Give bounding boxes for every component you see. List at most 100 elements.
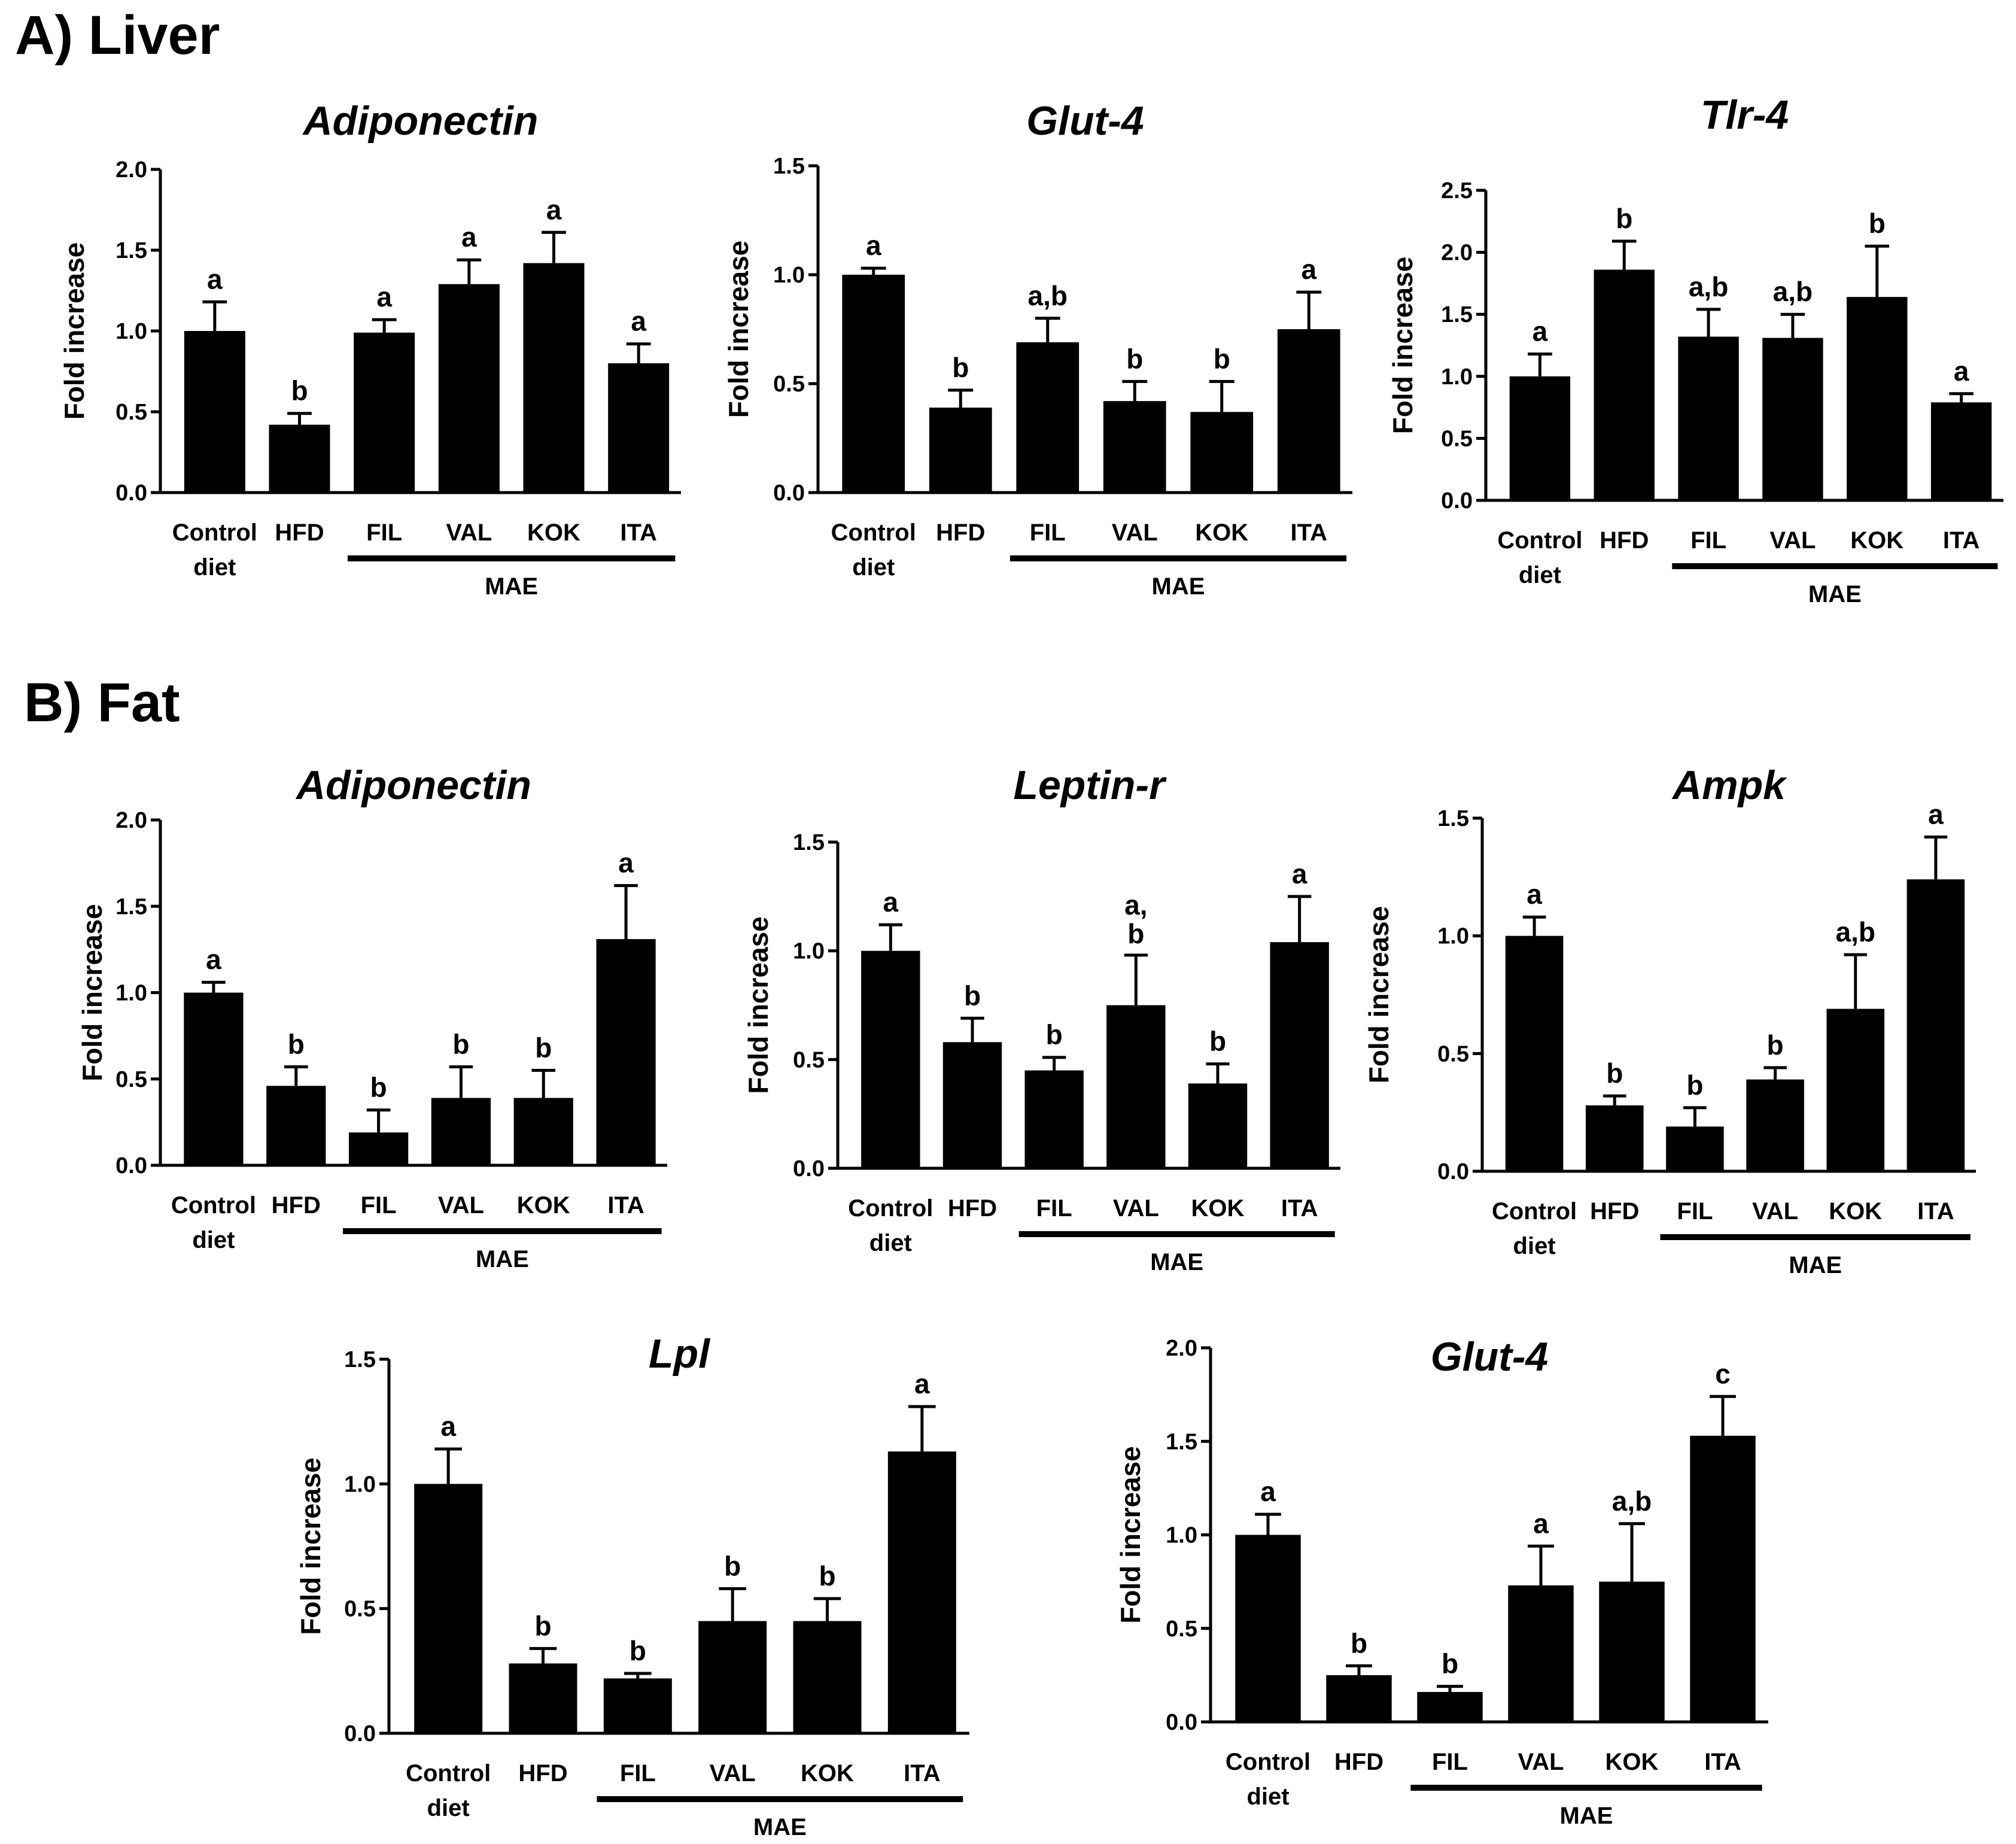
category-label: Control diet bbox=[1226, 1749, 1310, 1810]
significance-label: a bbox=[1928, 798, 1944, 830]
bar bbox=[523, 263, 585, 493]
significance-line: b bbox=[819, 1560, 835, 1591]
y-tick-label: 0.0 bbox=[1437, 1159, 1469, 1184]
significance-line: a bbox=[883, 886, 899, 918]
panel-label-liver: A) Liver bbox=[15, 5, 220, 66]
category-label: ITA bbox=[607, 1192, 644, 1219]
significance-label: b bbox=[1606, 1058, 1623, 1089]
chart-title: Glut-4 bbox=[1431, 1334, 1548, 1380]
category-label: ITA bbox=[620, 520, 656, 546]
bar bbox=[184, 331, 245, 493]
category-line: Control bbox=[848, 1195, 933, 1222]
significance-label: b bbox=[1767, 1029, 1784, 1061]
significance-label: a bbox=[618, 847, 634, 879]
panel-label-fat: B) Fat bbox=[24, 672, 180, 733]
charts-container: Adiponectin Fold increase 0.0 0.5 1.0 1.5 2.0 a… bbox=[59, 92, 2003, 1840]
bar bbox=[1906, 879, 1965, 1171]
category-label: KOK bbox=[1605, 1749, 1659, 1775]
significance-label: a bbox=[440, 1411, 456, 1442]
significance-label: a bbox=[1260, 1476, 1276, 1507]
y-axis-label: Fold increase bbox=[295, 1457, 326, 1635]
category-line: Control bbox=[831, 520, 916, 546]
significance-label: b bbox=[1351, 1627, 1367, 1658]
category-line: ITA bbox=[1291, 520, 1327, 546]
category-label: HFD bbox=[1334, 1749, 1383, 1775]
y-tick-label: 2.5 bbox=[1441, 178, 1473, 203]
category-line: FIL bbox=[1036, 1195, 1072, 1222]
significance-line: b bbox=[724, 1550, 741, 1581]
chart-3: Adiponectin Fold increase 0.0 0.5 1.0 1.5 2.0 a… bbox=[77, 762, 667, 1272]
y-tick-label: 0.0 bbox=[1166, 1710, 1197, 1735]
significance-label: a bbox=[1301, 254, 1316, 285]
significance-line: b bbox=[291, 375, 308, 406]
y-tick-label: 0.0 bbox=[1441, 488, 1473, 514]
group-label: MAE bbox=[1560, 1803, 1613, 1829]
significance-label: b bbox=[535, 1032, 552, 1063]
category-line: KOK bbox=[1605, 1749, 1659, 1775]
bar bbox=[603, 1678, 672, 1733]
y-tick-label: 0.5 bbox=[1441, 426, 1473, 451]
significance-line: a bbox=[1260, 1476, 1276, 1507]
y-tick-label: 1.0 bbox=[344, 1472, 376, 1497]
significance-line: a bbox=[866, 230, 881, 261]
category-line: ITA bbox=[904, 1760, 940, 1787]
significance-label: a bbox=[1533, 1508, 1549, 1539]
y-axis-label: Fold increase bbox=[1115, 1446, 1146, 1624]
category-label: HFD bbox=[275, 520, 324, 546]
significance-label: a bbox=[883, 886, 899, 918]
bar bbox=[608, 363, 670, 493]
significance-label: b bbox=[1616, 203, 1632, 234]
significance-line: a bbox=[440, 1411, 456, 1442]
significance-label: b bbox=[288, 1029, 305, 1060]
y-tick-label: 1.5 bbox=[115, 238, 147, 263]
significance-line: b bbox=[1046, 1019, 1063, 1050]
bar bbox=[414, 1484, 483, 1733]
significance-line: b bbox=[952, 352, 969, 383]
y-axis-label: Fold increase bbox=[1387, 257, 1418, 435]
category-line: VAL bbox=[446, 520, 492, 546]
significance-label: b bbox=[630, 1635, 646, 1666]
category-label: VAL bbox=[1518, 1749, 1564, 1775]
category-line: Control bbox=[171, 1192, 256, 1219]
bar bbox=[1509, 376, 1571, 500]
significance-line: b bbox=[370, 1072, 387, 1103]
category-label: VAL bbox=[1112, 520, 1158, 546]
category-label: ITA bbox=[1291, 520, 1327, 546]
category-line: HFD bbox=[1590, 1198, 1639, 1225]
chart-title: Ampk bbox=[1671, 762, 1787, 808]
y-tick-label: 1.0 bbox=[793, 939, 825, 964]
bar bbox=[1847, 297, 1908, 500]
significance-line: b bbox=[1606, 1058, 1623, 1089]
significance-line: a bbox=[546, 194, 562, 225]
bar bbox=[887, 1451, 956, 1733]
significance-line: b bbox=[630, 1635, 646, 1666]
bar bbox=[509, 1663, 577, 1733]
y-tick-label: 0.0 bbox=[344, 1721, 376, 1746]
category-label: KOK bbox=[517, 1192, 570, 1219]
significance-line: c bbox=[1715, 1358, 1731, 1389]
significance-line: b bbox=[1869, 208, 1886, 239]
significance-line: a bbox=[618, 847, 634, 879]
category-label: VAL bbox=[1113, 1195, 1159, 1222]
significance-label: b bbox=[1126, 343, 1143, 374]
category-line: ITA bbox=[607, 1192, 644, 1219]
y-tick-label: 1.0 bbox=[1166, 1523, 1197, 1548]
y-tick-label: 0.5 bbox=[793, 1047, 825, 1073]
significance-line: a bbox=[1954, 356, 1969, 387]
category-line: FIL bbox=[361, 1192, 397, 1219]
significance-label: a,b bbox=[1124, 889, 1147, 949]
group-label: MAE bbox=[1150, 1249, 1203, 1275]
category-label: Control diet bbox=[848, 1195, 933, 1256]
category-label: Control diet bbox=[831, 520, 916, 581]
category-label: FIL bbox=[366, 520, 402, 546]
bar bbox=[1016, 342, 1080, 493]
chart-title: Adiponectin bbox=[295, 762, 531, 808]
significance-label: a bbox=[461, 221, 477, 253]
category-line: Control bbox=[172, 520, 257, 546]
bar bbox=[1326, 1675, 1392, 1722]
category-line: HFD bbox=[272, 1192, 321, 1219]
bar bbox=[1270, 942, 1329, 1168]
y-tick-label: 0.0 bbox=[115, 481, 147, 506]
group-label: MAE bbox=[1789, 1252, 1842, 1278]
